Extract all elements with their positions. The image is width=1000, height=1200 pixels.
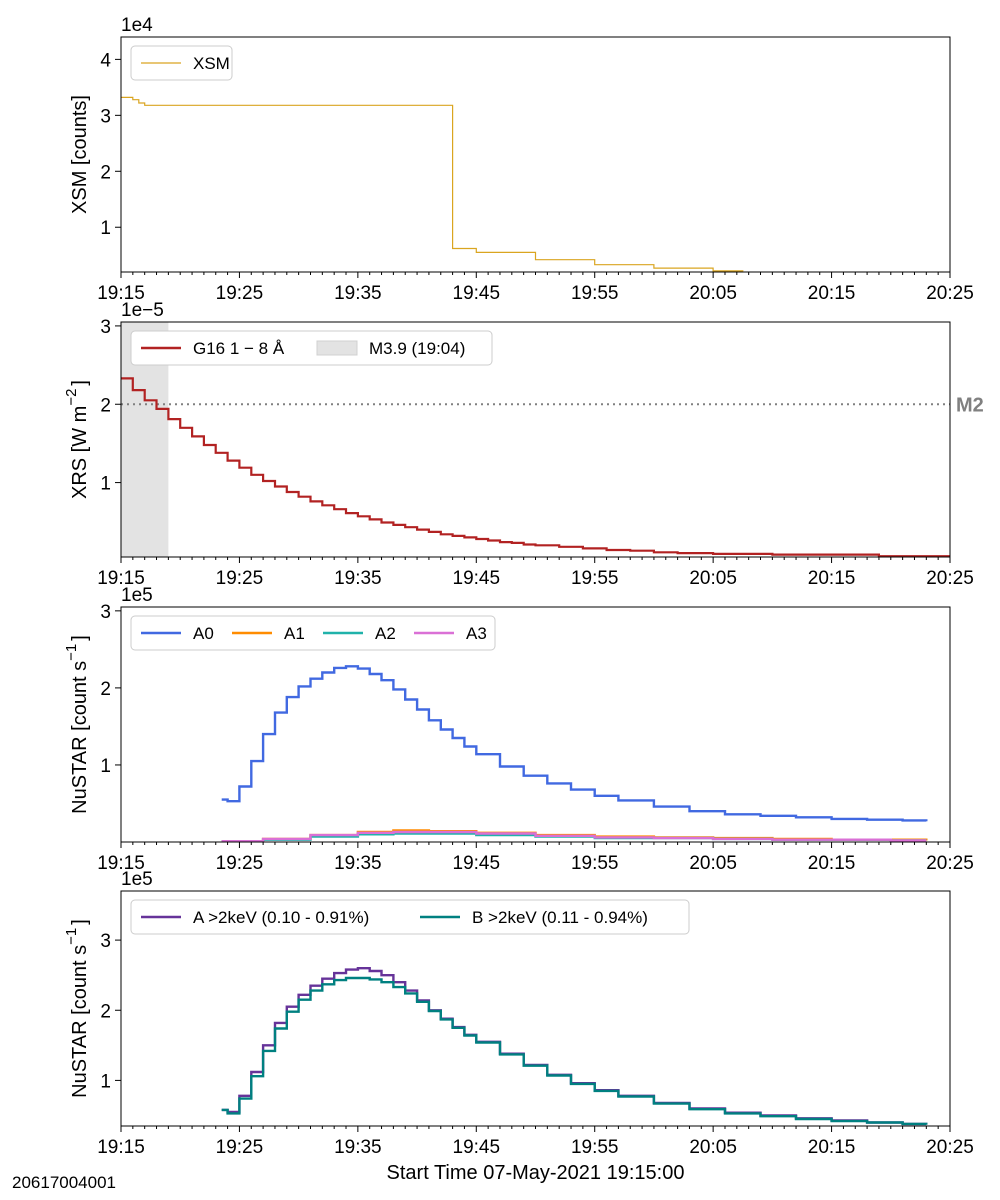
x-tick-label: 20:15 <box>808 1137 856 1158</box>
legend-label: A2 <box>375 624 396 643</box>
x-tick-label: 20:15 <box>808 853 856 874</box>
legend-label: B >2keV (0.11 - 0.94%) <box>472 908 648 927</box>
axis-exponent-label: 1e5 <box>121 869 153 890</box>
x-tick-label: 19:15 <box>97 853 145 874</box>
legend-label: M3.9 (19:04) <box>369 339 465 358</box>
series-line-1 <box>121 377 950 557</box>
x-tick-label: 20:25 <box>926 568 974 589</box>
axis-exponent-label: 1e5 <box>121 585 153 606</box>
x-tick-label: 20:05 <box>689 853 737 874</box>
x-tick-label: 19:25 <box>216 1137 264 1158</box>
x-tick-label: 19:35 <box>334 568 382 589</box>
x-tick-label: 20:15 <box>808 568 856 589</box>
x-tick-label: 19:45 <box>453 853 501 874</box>
legend-label: A >2keV (0.10 - 0.91%) <box>193 908 369 927</box>
series-line-2 <box>221 976 928 1126</box>
x-tick-label: 20:25 <box>926 853 974 874</box>
legend-label: G16 1 − 8 Å <box>193 339 285 358</box>
x-tick-label: 19:35 <box>334 283 382 304</box>
y-tick-label: 4 <box>100 50 111 71</box>
legend: A >2keV (0.10 - 0.91%) B >2keV (0.11 - 0.… <box>130 899 690 935</box>
y-tick-label: 1 <box>100 218 111 239</box>
panel-1: 19:15 19:25 19:35 19:45 19:55 20:05 20:15 20:25… <box>69 15 974 304</box>
x-tick-label: 20:05 <box>689 568 737 589</box>
panel-2: M2 19:15 19:25 19:35 19:45 19:55 20:05 20:15 20:… <box>63 300 984 589</box>
x-tick-label: 20:25 <box>926 1137 974 1158</box>
x-tick-label: 20:05 <box>689 283 737 304</box>
y-axis-label: NuSTAR [count s−1] <box>63 919 91 1098</box>
x-tick-label: 19:25 <box>216 853 264 874</box>
y-tick-label: 3 <box>100 317 111 338</box>
y-axis-label: XRS [W m−2] <box>63 380 91 499</box>
x-tick-label: 20:25 <box>926 283 974 304</box>
observation-id-label: 20617004001 <box>12 1173 116 1192</box>
x-tick-label: 19:55 <box>571 1137 619 1158</box>
y-tick-label: 1 <box>100 756 111 777</box>
x-tick-label: 19:15 <box>97 1137 145 1158</box>
x-tick-label: 19:45 <box>453 283 501 304</box>
series-line-1 <box>221 665 928 822</box>
series-line-1 <box>221 967 928 1126</box>
axes-frame <box>120 36 951 273</box>
axis-exponent-label: 1e4 <box>121 15 153 36</box>
x-tick-label: 19:55 <box>571 283 619 304</box>
legend-box <box>130 899 690 935</box>
y-tick-label: 2 <box>100 395 111 416</box>
legend-label: A0 <box>193 624 214 643</box>
y-tick-label: 2 <box>100 162 111 183</box>
x-tick-label: 19:15 <box>97 568 145 589</box>
y-axis-label: XSM [counts] <box>69 95 91 214</box>
x-tick-label: 19:55 <box>571 568 619 589</box>
y-tick-label: 3 <box>100 602 111 623</box>
legend-swatch <box>316 340 358 356</box>
x-tick-label: 19:45 <box>453 1137 501 1158</box>
x-tick-label: 19:55 <box>571 853 619 874</box>
x-tick-label: 19:35 <box>334 853 382 874</box>
x-tick-label: 19:45 <box>453 568 501 589</box>
legend: XSM <box>130 45 233 81</box>
legend: G16 1 − 8 Å M3.9 (19:04) <box>130 330 493 366</box>
x-tick-label: 19:25 <box>216 568 264 589</box>
x-tick-label: 20:15 <box>808 283 856 304</box>
panel-4: 19:15 19:25 19:35 19:45 19:55 20:05 20:15 20:25… <box>63 869 974 1158</box>
x-tick-label: 19:35 <box>334 1137 382 1158</box>
legend-box <box>130 330 493 366</box>
legend-box <box>130 45 233 81</box>
threshold-label: M2 <box>956 394 984 416</box>
x-tick-label: 19:15 <box>97 283 145 304</box>
legend: A0 A1 A2 A3 <box>130 615 496 651</box>
y-tick-label: 3 <box>100 931 111 952</box>
y-tick-label: 1 <box>100 474 111 495</box>
y-tick-label: 3 <box>100 106 111 127</box>
series-line-1 <box>121 96 744 272</box>
x-axis-label: Start Time 07-May-2021 19:15:00 <box>387 1162 685 1184</box>
y-tick-label: 1 <box>100 1071 111 1092</box>
legend-label: XSM <box>193 54 230 73</box>
x-tick-label: 20:05 <box>689 1137 737 1158</box>
axis-exponent-label: 1e−5 <box>121 300 164 321</box>
legend-label: A1 <box>284 624 305 643</box>
series-line-4 <box>221 830 927 842</box>
x-tick-label: 19:25 <box>216 283 264 304</box>
panel-3: 19:15 19:25 19:35 19:45 19:55 20:05 20:15 20:25… <box>63 585 974 874</box>
y-tick-label: 2 <box>100 679 111 700</box>
legend-box <box>130 615 496 651</box>
y-tick-label: 2 <box>100 1001 111 1022</box>
y-axis-label: NuSTAR [count s−1] <box>63 635 91 814</box>
legend-label: A3 <box>466 624 487 643</box>
